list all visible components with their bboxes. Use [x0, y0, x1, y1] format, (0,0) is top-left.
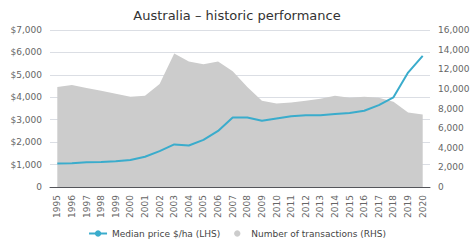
svg-text:2019: 2019	[403, 195, 413, 218]
svg-text:4,000: 4,000	[438, 143, 464, 153]
svg-text:$5,000: $5,000	[11, 70, 43, 80]
svg-text:2012: 2012	[301, 195, 311, 218]
svg-text:1995: 1995	[52, 195, 62, 218]
svg-text:2020: 2020	[418, 195, 428, 218]
svg-text:1999: 1999	[111, 195, 121, 218]
svg-text:$7,000: $7,000	[11, 25, 43, 35]
svg-text:$2,000: $2,000	[11, 137, 43, 147]
svg-text:10,000: 10,000	[438, 84, 470, 94]
svg-text:2015: 2015	[345, 195, 355, 218]
svg-text:$4,000: $4,000	[11, 92, 43, 102]
svg-text:$6,000: $6,000	[11, 47, 43, 57]
svg-text:2004: 2004	[184, 195, 194, 218]
svg-text:2014: 2014	[330, 195, 340, 218]
svg-text:12,000: 12,000	[438, 64, 470, 74]
svg-text:1998: 1998	[96, 195, 106, 218]
svg-text:Australia – historic performan: Australia – historic performance	[133, 8, 340, 23]
svg-text:Number of transactions (RHS): Number of transactions (RHS)	[251, 229, 386, 239]
svg-text:2001: 2001	[140, 195, 150, 218]
svg-text:2007: 2007	[228, 195, 238, 218]
svg-text:2017: 2017	[374, 195, 384, 218]
svg-text:0: 0	[36, 182, 42, 192]
svg-text:2016: 2016	[359, 195, 369, 218]
svg-text:2013: 2013	[315, 195, 325, 218]
svg-text:2000: 2000	[125, 195, 135, 218]
svg-text:6,000: 6,000	[438, 123, 464, 133]
svg-text:14,000: 14,000	[438, 45, 470, 55]
svg-text:2009: 2009	[257, 195, 267, 218]
svg-text:2011: 2011	[286, 195, 296, 218]
svg-text:2005: 2005	[198, 195, 208, 218]
svg-text:2002: 2002	[155, 195, 165, 218]
svg-text:1997: 1997	[82, 195, 92, 218]
svg-text:2018: 2018	[388, 195, 398, 218]
svg-text:$3,000: $3,000	[11, 115, 43, 125]
svg-text:$1,000: $1,000	[11, 160, 43, 170]
svg-text:Median price $/ha (LHS): Median price $/ha (LHS)	[112, 229, 220, 239]
svg-text:2,000: 2,000	[438, 162, 464, 172]
svg-text:16,000: 16,000	[438, 25, 470, 35]
svg-text:2010: 2010	[272, 195, 282, 218]
svg-text:2008: 2008	[242, 195, 252, 218]
svg-text:2006: 2006	[213, 195, 223, 218]
svg-text:8,000: 8,000	[438, 104, 464, 114]
svg-text:2003: 2003	[169, 195, 179, 218]
svg-text:1996: 1996	[67, 195, 77, 218]
svg-text:0: 0	[438, 182, 444, 192]
